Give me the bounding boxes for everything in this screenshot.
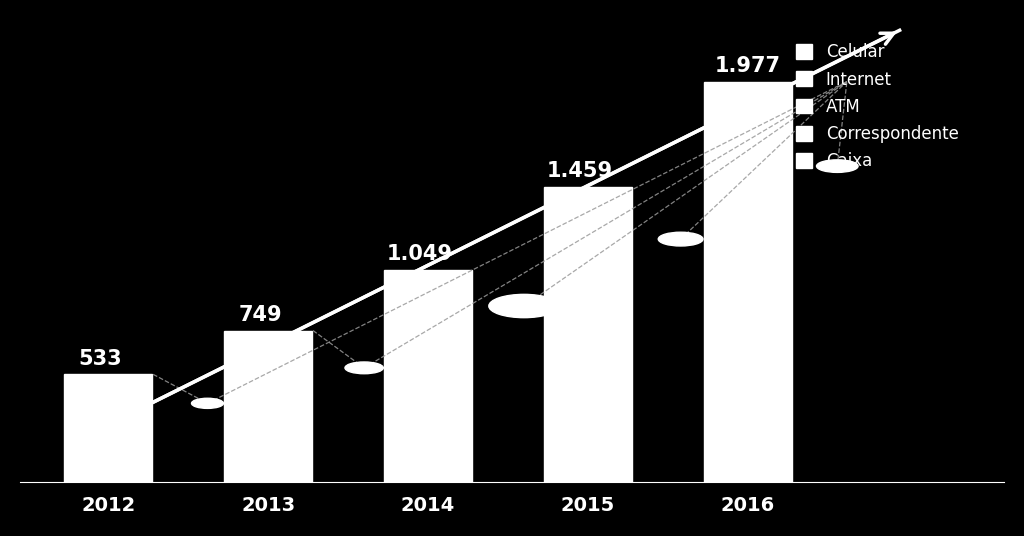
Ellipse shape xyxy=(345,362,383,374)
Text: 1.977: 1.977 xyxy=(715,56,780,76)
Bar xyxy=(544,187,632,482)
Text: 1.049: 1.049 xyxy=(387,244,453,264)
Bar xyxy=(703,81,792,482)
Text: 0%: 0% xyxy=(233,332,255,346)
Text: 1.459: 1.459 xyxy=(547,161,613,181)
Legend: Celular, Internet, ATM, Correspondente, Caixa: Celular, Internet, ATM, Correspondente, … xyxy=(791,39,964,175)
Bar xyxy=(65,374,153,482)
Text: 749: 749 xyxy=(239,305,282,325)
Bar xyxy=(384,270,472,482)
Ellipse shape xyxy=(191,398,223,408)
Text: 1%: 1% xyxy=(69,375,90,389)
Ellipse shape xyxy=(816,160,858,173)
Ellipse shape xyxy=(488,294,559,318)
Text: 533: 533 xyxy=(79,348,122,369)
Ellipse shape xyxy=(658,232,703,246)
Bar xyxy=(224,331,312,482)
